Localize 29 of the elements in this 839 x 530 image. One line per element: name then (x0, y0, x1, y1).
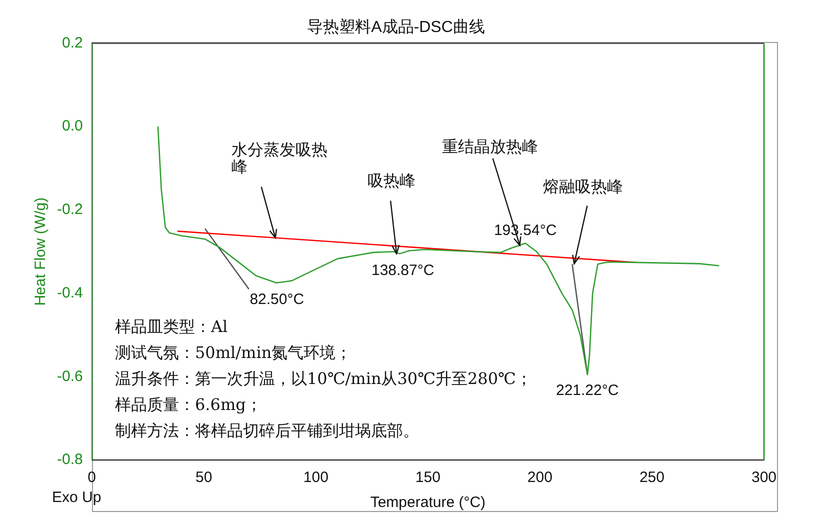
y-tick-label: -0.8 (56, 451, 83, 468)
x-tick-label: 100 (303, 469, 328, 486)
x-tick-label: 250 (639, 469, 664, 486)
annotation: 吸热峰 (368, 170, 416, 190)
annotation: 138.87°C (371, 262, 434, 280)
y-tick-label: -0.4 (56, 284, 83, 302)
annotation: 熔融吸热峰 (543, 176, 624, 196)
annotation: 221.22°C (556, 382, 619, 400)
annotation: 温升条件：第一次升温，以10℃/min从30℃升至280℃； (115, 369, 532, 388)
annotation: 样品皿类型：Al (115, 317, 228, 336)
annotation: 测试气氛：50ml/min氮气环境； (115, 343, 352, 362)
annotation: 水分蒸发吸热峰 (231, 140, 328, 176)
x-tick-label: 50 (196, 469, 212, 486)
x-axis-title: Temperature (°C) (370, 494, 486, 512)
y-axis-title: Heat Flow (W/g) (32, 197, 50, 306)
annotation: 制样方法：将样品切碎后平铺到坩埚底部。 (115, 421, 419, 440)
y-tick-label: 0.2 (62, 34, 83, 52)
annotation: 重结晶放热峰 (442, 137, 538, 156)
y-tick-label: 0.0 (62, 118, 83, 135)
y-tick-label: -0.2 (56, 201, 83, 218)
text: Exo Up (52, 489, 102, 506)
annotation: 样品质量：6.6mg； (115, 395, 262, 414)
x-tick-label: 150 (415, 469, 440, 486)
x-tick-label: 300 (751, 469, 777, 486)
annotation: 82.50°C (250, 291, 304, 309)
chart-title: 导热塑料A成品-DSC曲线 (307, 18, 485, 36)
y-tick-label: -0.6 (56, 368, 83, 385)
x-tick-label: 200 (527, 469, 552, 486)
x-tick-label: 0 (88, 469, 96, 486)
